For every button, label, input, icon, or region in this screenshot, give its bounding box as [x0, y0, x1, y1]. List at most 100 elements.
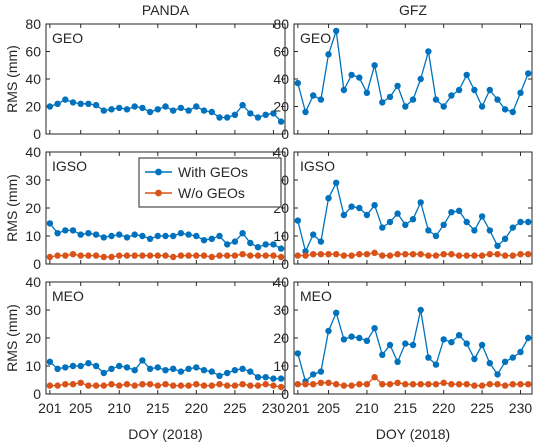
- point-panda-meo-with-geos-231: [277, 375, 285, 382]
- point-panda-igso-w-o-geos-218: [177, 252, 185, 259]
- plot-area-gfz-geo: [293, 23, 533, 135]
- point-gfz-igso-w-o-geos-216: [409, 251, 417, 258]
- point-panda-meo-with-geos-201: [46, 358, 54, 365]
- y-tick-label-gfz-geo-0: 0: [281, 126, 289, 142]
- point-panda-meo-w-o-geos-202: [54, 382, 61, 389]
- point-gfz-igso-with-geos-225: [478, 213, 486, 220]
- point-gfz-meo-with-geos-207: [340, 336, 348, 343]
- y-tick-label-panda-meo-0: 0: [33, 386, 41, 402]
- point-gfz-meo-w-o-geos-208: [348, 382, 355, 389]
- point-panda-meo-with-geos-214: [146, 365, 154, 372]
- point-panda-igso-w-o-geos-214: [146, 252, 154, 259]
- point-panda-meo-w-o-geos-227: [247, 382, 254, 389]
- point-gfz-igso-w-o-geos-210: [363, 251, 371, 258]
- point-panda-geo-with-geos-216: [162, 103, 169, 110]
- point-panda-geo-with-geos-209: [108, 106, 115, 113]
- point-panda-igso-w-o-geos-210: [116, 252, 123, 259]
- point-panda-geo-with-geos-225: [231, 111, 239, 119]
- point-gfz-igso-with-geos-224: [471, 227, 478, 234]
- y-tick-label-panda-geo-0: 0: [33, 126, 41, 142]
- point-gfz-igso-with-geos-205: [325, 195, 332, 202]
- point-gfz-meo-with-geos-221: [448, 339, 455, 346]
- point-gfz-igso-w-o-geos-220: [440, 251, 447, 258]
- point-gfz-igso-w-o-geos-223: [463, 252, 470, 259]
- point-panda-igso-with-geos-206: [85, 230, 92, 237]
- y-tick-label-panda-geo-40: 40: [25, 71, 41, 87]
- point-gfz-meo-with-geos-216: [409, 341, 417, 349]
- point-gfz-meo-w-o-geos-228: [501, 382, 509, 389]
- point-panda-meo-w-o-geos-214: [146, 381, 154, 388]
- point-panda-geo-with-geos-219: [185, 107, 192, 114]
- panel-gfz-meo: 0 10 20 30 40 201 205 210 215 220 225 230 DOY (2018)…: [273, 274, 533, 442]
- point-gfz-meo-with-geos-204: [317, 368, 325, 375]
- point-gfz-igso-with-geos-211: [371, 202, 378, 209]
- point-gfz-igso-w-o-geos-228: [501, 252, 509, 259]
- point-gfz-meo-w-o-geos-210: [363, 381, 371, 388]
- point-gfz-geo-with-geos-224: [471, 86, 478, 94]
- point-gfz-geo-with-geos-207: [340, 86, 348, 94]
- point-panda-igso-with-geos-220: [193, 232, 200, 240]
- point-gfz-igso-with-geos-226: [486, 227, 493, 234]
- point-panda-geo-with-geos-206: [85, 100, 92, 108]
- point-panda-meo-w-o-geos-206: [85, 382, 92, 389]
- point-gfz-igso-w-o-geos-203: [310, 251, 317, 258]
- point-gfz-meo-with-geos-229: [509, 354, 516, 361]
- point-gfz-igso-with-geos-209: [356, 204, 363, 212]
- point-panda-meo-w-o-geos-225: [231, 382, 239, 389]
- point-panda-igso-with-geos-205: [77, 231, 84, 238]
- point-panda-meo-with-geos-217: [170, 365, 177, 372]
- point-panda-igso-w-o-geos-204: [69, 251, 77, 258]
- point-gfz-meo-w-o-geos-213: [386, 381, 394, 388]
- point-gfz-meo-with-geos-218: [425, 354, 432, 361]
- point-gfz-meo-with-geos-226: [486, 360, 493, 367]
- point-panda-meo-w-o-geos-220: [193, 381, 200, 388]
- y-tick-label-panda-meo-30: 30: [25, 302, 41, 318]
- point-gfz-meo-w-o-geos-226: [486, 381, 493, 388]
- point-panda-geo-with-geos-224: [224, 114, 231, 121]
- point-panda-meo-w-o-geos-226: [239, 381, 246, 388]
- point-panda-geo-with-geos-223: [216, 114, 223, 121]
- panel-label-gfz-igso: IGSO: [300, 158, 335, 174]
- point-gfz-meo-with-geos-222: [455, 332, 463, 339]
- point-gfz-meo-with-geos-203: [310, 371, 317, 378]
- panel-panda-geo: 0 20 40 60 80 RMS (mm) GEO: [4, 16, 286, 142]
- point-gfz-geo-with-geos-222: [455, 86, 463, 94]
- point-panda-meo-with-geos-218: [177, 368, 185, 375]
- point-panda-meo-with-geos-211: [123, 364, 131, 371]
- point-gfz-meo-with-geos-206: [333, 309, 340, 316]
- point-gfz-igso-w-o-geos-215: [402, 251, 409, 258]
- panel-label-gfz-geo: GEO: [300, 30, 331, 46]
- point-panda-geo-with-geos-214: [146, 108, 154, 116]
- y-tick-label-panda-geo-60: 60: [25, 44, 41, 60]
- point-gfz-igso-with-geos-210: [363, 211, 371, 219]
- point-gfz-geo-with-geos-210: [363, 89, 371, 97]
- point-panda-meo-with-geos-208: [100, 369, 108, 377]
- point-panda-geo-with-geos-218: [177, 104, 185, 112]
- point-gfz-geo-with-geos-231: [525, 70, 532, 77]
- y-tick-label-gfz-geo-60: 60: [273, 44, 289, 60]
- point-gfz-meo-with-geos-211: [371, 325, 378, 332]
- point-panda-igso-with-geos-217: [170, 232, 177, 240]
- point-gfz-geo-with-geos-216: [409, 96, 417, 103]
- point-gfz-igso-w-o-geos-230: [517, 251, 524, 258]
- y-tick-label-panda-geo-80: 80: [25, 16, 41, 32]
- point-gfz-geo-with-geos-219: [432, 96, 440, 103]
- y-tick-label-gfz-geo-40: 40: [273, 71, 289, 87]
- point-panda-igso-w-o-geos-201: [46, 253, 54, 261]
- legend: With GEOs W/o GEOs: [138, 157, 282, 208]
- point-panda-meo-with-geos-215: [154, 364, 161, 371]
- point-gfz-meo-with-geos-223: [463, 340, 470, 347]
- point-gfz-meo-w-o-geos-207: [340, 382, 348, 389]
- point-panda-meo-with-geos-202: [54, 365, 61, 372]
- point-panda-meo-w-o-geos-211: [123, 381, 131, 388]
- point-panda-meo-w-o-geos-221: [200, 382, 208, 389]
- y-tick-label-gfz-meo-30: 30: [273, 302, 289, 318]
- point-gfz-igso-w-o-geos-217: [417, 251, 424, 258]
- legend-box: [138, 157, 282, 208]
- point-gfz-igso-w-o-geos-213: [386, 252, 394, 259]
- point-gfz-meo-with-geos-225: [478, 341, 486, 349]
- point-gfz-meo-with-geos-228: [501, 358, 509, 365]
- point-gfz-meo-w-o-geos-218: [425, 381, 432, 388]
- point-panda-igso-w-o-geos-223: [216, 252, 223, 259]
